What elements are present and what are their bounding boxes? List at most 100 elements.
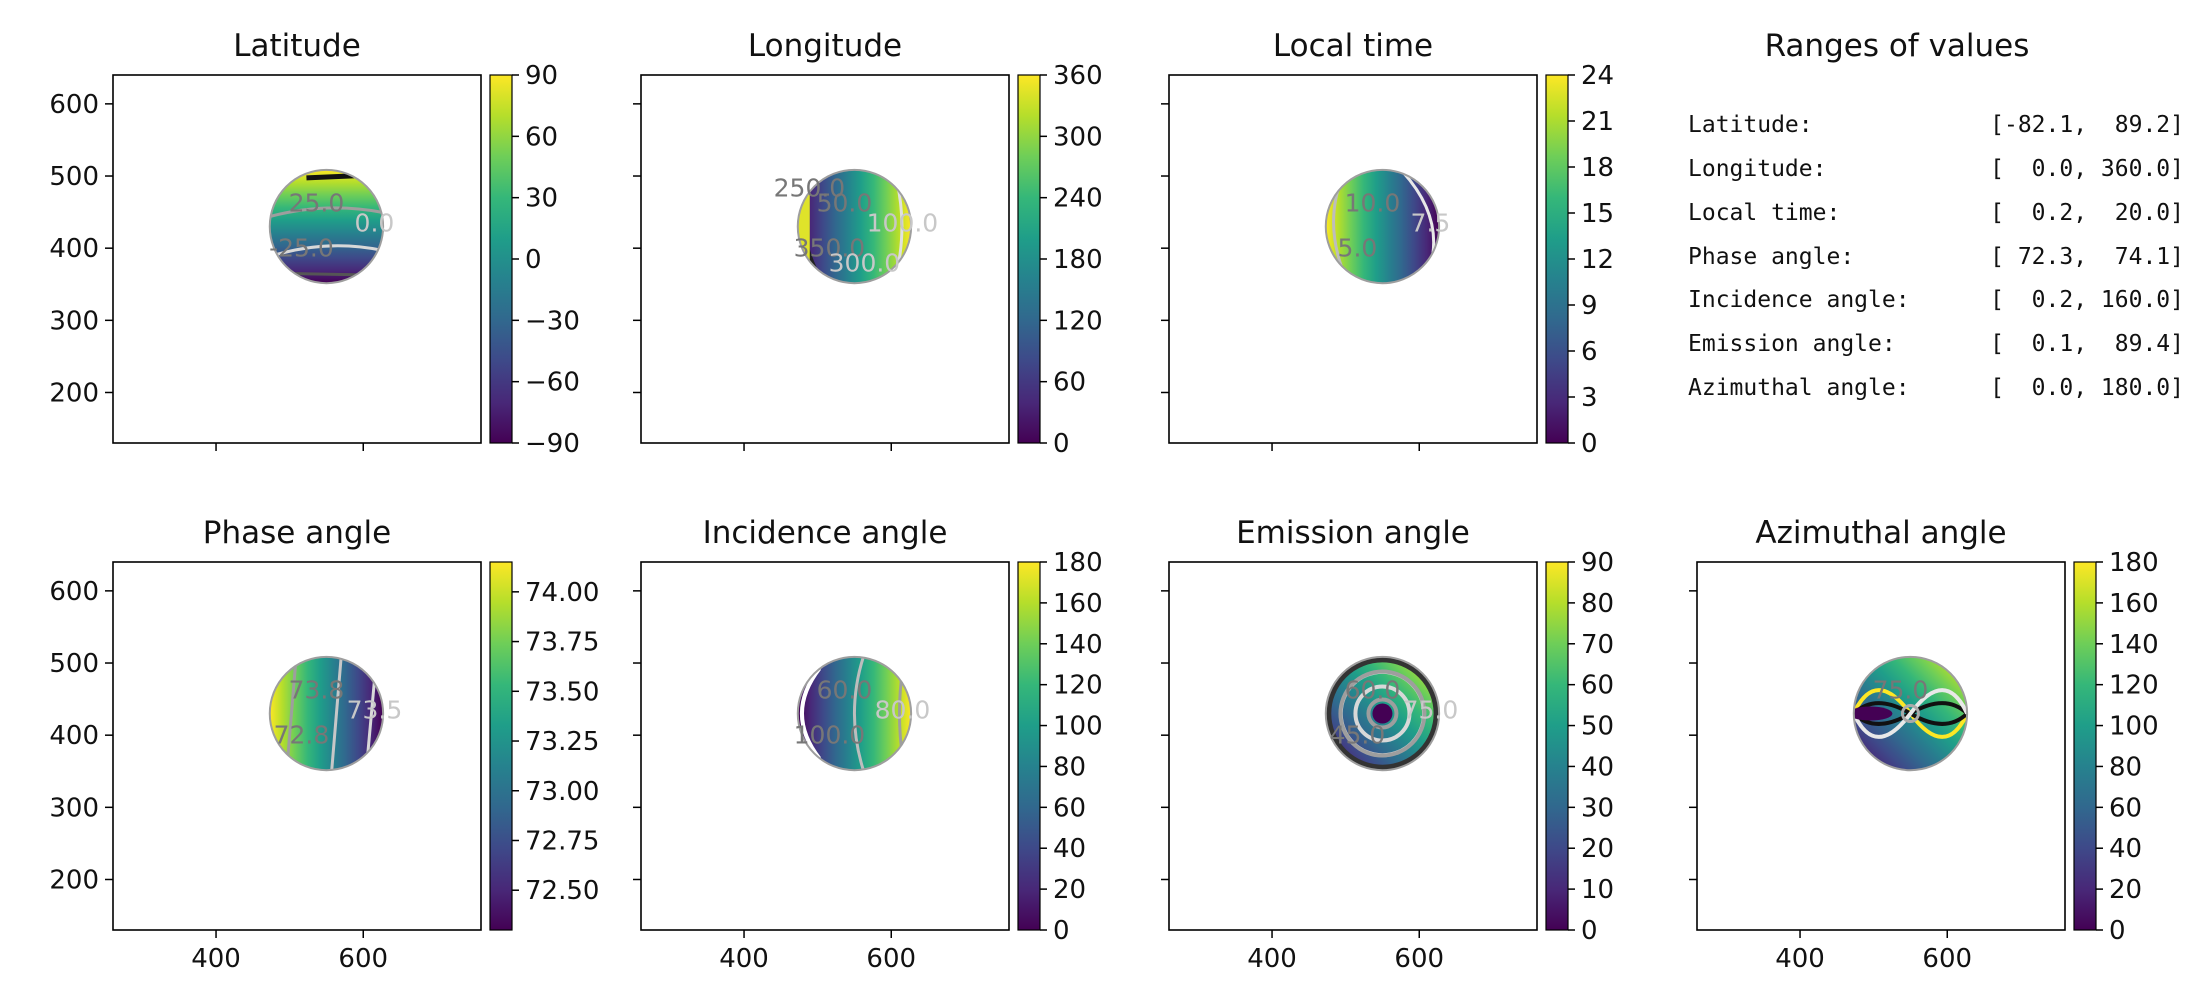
colorbar-tick-label: 20 (1581, 834, 1614, 864)
plot-frame (112, 561, 482, 931)
colorbar-tick-label: 30 (525, 184, 558, 214)
contour-line (284, 656, 298, 771)
colorbar-tick-label: 180 (2109, 548, 2159, 578)
range-value-emission: [ 0.1, 89.4] (1990, 331, 2184, 357)
panel-azimuthal: 75.0 400 600 0 20 40 60 80 100 120 140 160 180 (1689, 548, 2159, 974)
contour-ring (1326, 657, 1439, 770)
range-value-phase: [ 72.3, 74.1] (1990, 244, 2184, 270)
colorbar-incidence: 0 20 40 60 80 100 120 140 160 180 (1017, 548, 1103, 946)
contour-label: 45.0 (1330, 721, 1386, 750)
colorbar-tick-label: 0 (1581, 429, 1598, 459)
colorbar-tick-label: 50 (1581, 712, 1614, 742)
range-value-incidence: [ 0.2, 160.0] (1990, 287, 2184, 313)
range-value-local-time: [ 0.2, 20.0] (1990, 200, 2184, 226)
colorbar-tick-label: 60 (1053, 368, 1086, 398)
colorbar-tick-label: 100 (1053, 712, 1103, 742)
plot-frame (640, 74, 1010, 444)
colorbar-tick-label: 70 (1581, 630, 1614, 660)
panel-incidence: 60.080.0 100.0 400 600 0 20 40 60 80 100 120 140 160… (633, 548, 1103, 974)
colorbar-latitude: −90 −60 −30 0 30 60 90 (489, 61, 580, 459)
y-tick-label: 500 (49, 162, 99, 192)
panel-title-latitude: Latitude (233, 28, 361, 64)
panel-title-azimuthal: Azimuthal angle (1755, 515, 2006, 551)
contour-line (800, 667, 822, 760)
colorbar-tick-label: 0 (1581, 916, 1598, 946)
contour-label: 300.0 (829, 249, 901, 278)
range-label-emission: Emission angle: (1688, 331, 1896, 357)
colorbar-tick-label: 0 (1053, 916, 1070, 946)
colorbar-longitude: 0 60 120 180 240 300 360 (1017, 61, 1103, 459)
plot-frame (1168, 561, 1538, 931)
colorbar-tick-label: 100 (2109, 712, 2159, 742)
range-value-longitude: [ 0.0, 360.0] (1990, 156, 2184, 182)
disc-limb (1324, 168, 1441, 285)
colorbar-tick-label: 160 (2109, 589, 2159, 619)
chart-panels: 25.00.0-25.0200300400500600−90−60−300306… (49, 61, 2158, 974)
plot-frame (640, 561, 1010, 931)
colorbar-tick-label: 0 (2109, 916, 2126, 946)
contour-label: 0.0 (355, 209, 395, 238)
colorbar-tick-label: 60 (1053, 793, 1086, 823)
contour-label: 73.5 (347, 696, 403, 725)
colorbar-tick-label: 20 (2109, 875, 2142, 905)
colorbar-tick-label: 6 (1581, 337, 1598, 367)
contour-label: 50.0 (817, 189, 873, 218)
range-label-incidence: Incidence angle: (1688, 287, 1910, 313)
disc-limb (1324, 655, 1441, 772)
colorbar-gradient (489, 74, 513, 444)
colorbar-tick-label: 300 (1053, 122, 1103, 152)
contour-line (269, 206, 384, 218)
colorbar-tick-label: 74.00 (525, 578, 599, 608)
x-tick-label: 600 (338, 944, 388, 974)
colorbar-tick-label: 90 (1581, 548, 1614, 578)
colorbar-tick-label: 60 (525, 122, 558, 152)
contour-label: 75.0 (1403, 696, 1459, 725)
contour-line (852, 656, 866, 771)
panel-title-phase: Phase angle (203, 515, 391, 551)
planet-disc (1325, 169, 1440, 284)
disc-limb (268, 655, 385, 772)
range-value-latitude: [-82.1, 89.2] (1990, 112, 2184, 138)
colorbar-tick-label: 73.00 (525, 777, 599, 807)
y-tick-label: 500 (49, 649, 99, 679)
planet-disc (797, 169, 912, 284)
range-value-azimuthal: [ 0.0, 180.0] (1990, 375, 2184, 401)
colorbar-tick-label: −90 (525, 429, 580, 459)
contour-label: 7.5 (1411, 209, 1451, 238)
contour-label: 80.0 (875, 696, 931, 725)
colorbar-tick-label: 80 (2109, 752, 2142, 782)
plot-frame (1696, 561, 2066, 931)
colorbar-tick-label: 15 (1581, 199, 1614, 229)
colorbar-tick-label: 60 (1581, 671, 1614, 701)
contour-lines (1853, 688, 1968, 739)
range-label-azimuthal: Azimuthal angle: (1688, 375, 1910, 401)
contour-label: 60.0 (1345, 676, 1401, 705)
contour-label: 350.0 (794, 234, 866, 263)
colorbar-tick-label: 60 (2109, 793, 2142, 823)
y-tick-label: 600 (49, 577, 99, 607)
planet-disc (269, 656, 384, 771)
range-label-latitude: Latitude: (1688, 112, 1813, 138)
contour-label: 5.0 (1338, 234, 1378, 263)
colorbar-tick-label: 180 (1053, 548, 1103, 578)
disc-limb (796, 168, 913, 285)
colorbar-tick-label: 10 (1581, 875, 1614, 905)
colorbar-tick-label: 73.75 (525, 628, 599, 658)
colorbar-tick-label: 120 (1053, 306, 1103, 336)
x-tick-label: 400 (1775, 944, 1825, 974)
colorbar-tick-label: 3 (1581, 383, 1598, 413)
colorbar-tick-label: −60 (525, 368, 580, 398)
colorbar-azimuthal: 0 20 40 60 80 100 120 140 160 180 (2073, 548, 2159, 946)
subsolar-marker (1900, 704, 1920, 724)
ranges-title: Ranges of values (1765, 28, 2030, 64)
colorbar-tick-label: 73.25 (525, 727, 599, 757)
contour-label: 100.0 (867, 209, 939, 238)
colorbar-tick-label: 0 (525, 245, 542, 275)
contour-label: 73.8 (289, 676, 345, 705)
x-tick-label: 600 (1922, 944, 1972, 974)
panel-latitude: 25.0 0.0 -25.0 200 300 400 500 600 −90 −60 −30 0 30 6… (49, 61, 580, 459)
disc-limb (1852, 655, 1969, 772)
contour-label: 72.8 (274, 721, 330, 750)
